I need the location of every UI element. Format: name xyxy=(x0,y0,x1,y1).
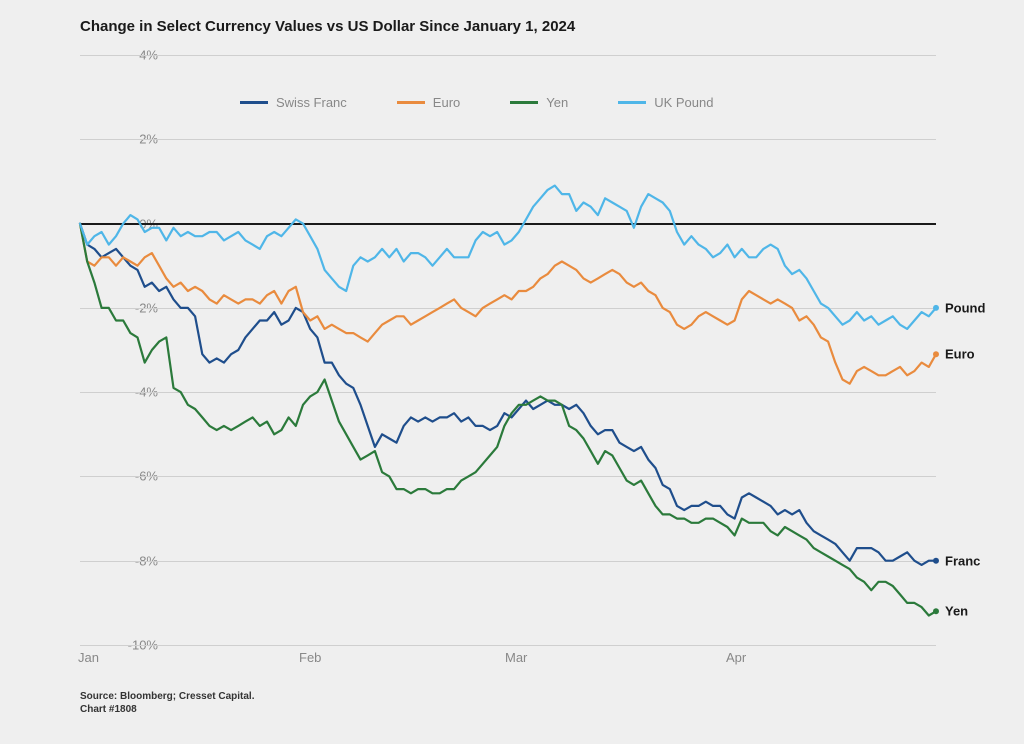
source-line: Chart #1808 xyxy=(80,703,254,716)
legend-item-franc: Swiss Franc xyxy=(240,95,347,110)
legend-item-yen: Yen xyxy=(510,95,568,110)
currency-chart: Change in Select Currency Values vs US D… xyxy=(0,0,1024,744)
legend-label: Euro xyxy=(433,95,460,110)
legend-swatch xyxy=(618,101,646,104)
x-tick-apr: Apr xyxy=(726,650,746,665)
gridline xyxy=(80,645,936,646)
source-line: Source: Bloomberg; Cresset Capital. xyxy=(80,690,254,703)
x-tick-jan: Jan xyxy=(78,650,99,665)
chart-title: Change in Select Currency Values vs US D… xyxy=(80,18,575,35)
x-tick-mar: Mar xyxy=(505,650,527,665)
line-uk-pound xyxy=(80,186,936,329)
legend-item-euro: Euro xyxy=(397,95,460,110)
line-swiss-franc xyxy=(80,224,936,565)
chart-legend: Swiss Franc Euro Yen UK Pound xyxy=(240,95,713,110)
series-end-label-pound: Pound xyxy=(945,300,985,315)
x-tick-feb: Feb xyxy=(299,650,321,665)
plot-area xyxy=(80,55,936,645)
legend-label: Swiss Franc xyxy=(276,95,347,110)
legend-label: Yen xyxy=(546,95,568,110)
chart-source: Source: Bloomberg; Cresset Capital. Char… xyxy=(80,690,254,716)
legend-item-pound: UK Pound xyxy=(618,95,713,110)
legend-label: UK Pound xyxy=(654,95,713,110)
series-end-label-yen: Yen xyxy=(945,604,968,619)
series-end-label-euro: Euro xyxy=(945,347,975,362)
legend-swatch xyxy=(240,101,268,104)
legend-swatch xyxy=(510,101,538,104)
legend-swatch xyxy=(397,101,425,104)
series-end-label-franc: Franc xyxy=(945,553,980,568)
line-series xyxy=(80,55,936,645)
